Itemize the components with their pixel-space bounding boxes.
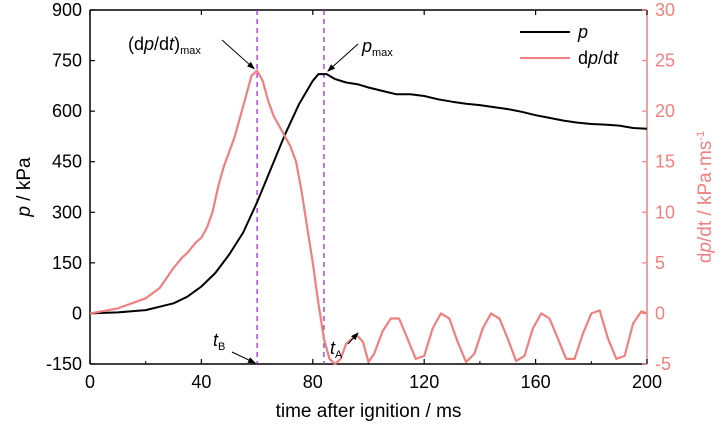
series-group xyxy=(89,69,648,366)
y-tick-label-left: 150 xyxy=(52,253,82,273)
annotation-p-max: pmax xyxy=(361,36,393,59)
y-tick-label-left: 600 xyxy=(52,101,82,121)
annotation-arrow xyxy=(327,43,359,72)
y-tick-label-right: -5 xyxy=(655,354,671,374)
legend: p dp/dt xyxy=(520,22,619,68)
tick-labels: 0 40 80 120 160 200-1500150300450600750900-50… xyxy=(46,0,675,392)
y-tick-label-right: 0 xyxy=(655,303,665,323)
axes-group xyxy=(89,9,648,365)
x-tick-label: 160 xyxy=(521,372,551,392)
series-line-p xyxy=(89,73,648,315)
y-tick-label-left: 300 xyxy=(52,202,82,222)
y-tick-label-right: 30 xyxy=(655,0,675,20)
y-axis-label-left: p / kPa xyxy=(14,157,35,218)
y-axis-label-right: dp/dt / kPa·ms-1 xyxy=(695,131,716,263)
y-tick-label-right: 25 xyxy=(655,51,675,71)
annotation-tA: tA xyxy=(330,338,343,361)
x-tick-label: 80 xyxy=(303,372,323,392)
legend-label: p xyxy=(577,22,588,42)
series-line-dpdt xyxy=(89,69,648,366)
annotations: (dp/dt)max pmax tB tA xyxy=(128,34,393,364)
y-tick-label-right: 5 xyxy=(655,253,665,273)
annotation-arrow xyxy=(347,332,359,345)
annotation-arrow xyxy=(231,351,257,364)
annotation-tB: tB xyxy=(213,330,225,353)
y-tick-label-left: 450 xyxy=(52,152,82,172)
x-tick-label: 0 xyxy=(85,372,95,392)
y-tick-label-left: 0 xyxy=(72,303,82,323)
x-tick-label: 200 xyxy=(632,372,662,392)
y-tick-label-left: 900 xyxy=(52,0,82,20)
y-tick-label-right: 15 xyxy=(655,152,675,172)
marker-lines xyxy=(256,10,325,364)
x-tick-label: 40 xyxy=(191,372,211,392)
annotation-arrow xyxy=(221,39,255,70)
y-tick-label-left: -150 xyxy=(46,354,82,374)
x-axis-label: time after ignition / ms xyxy=(276,401,462,422)
y-tick-label-right: 10 xyxy=(655,202,675,222)
y-tick-label-left: 750 xyxy=(52,51,82,71)
axis-labels: time after ignition / ms p / kPa dp/dt / k… xyxy=(14,131,716,422)
y-tick-label-right: 20 xyxy=(655,101,675,121)
annotation-dpdt-max: (dp/dt)max xyxy=(128,34,201,57)
x-tick-label: 120 xyxy=(409,372,439,392)
legend-label: dp/dt xyxy=(578,48,619,68)
